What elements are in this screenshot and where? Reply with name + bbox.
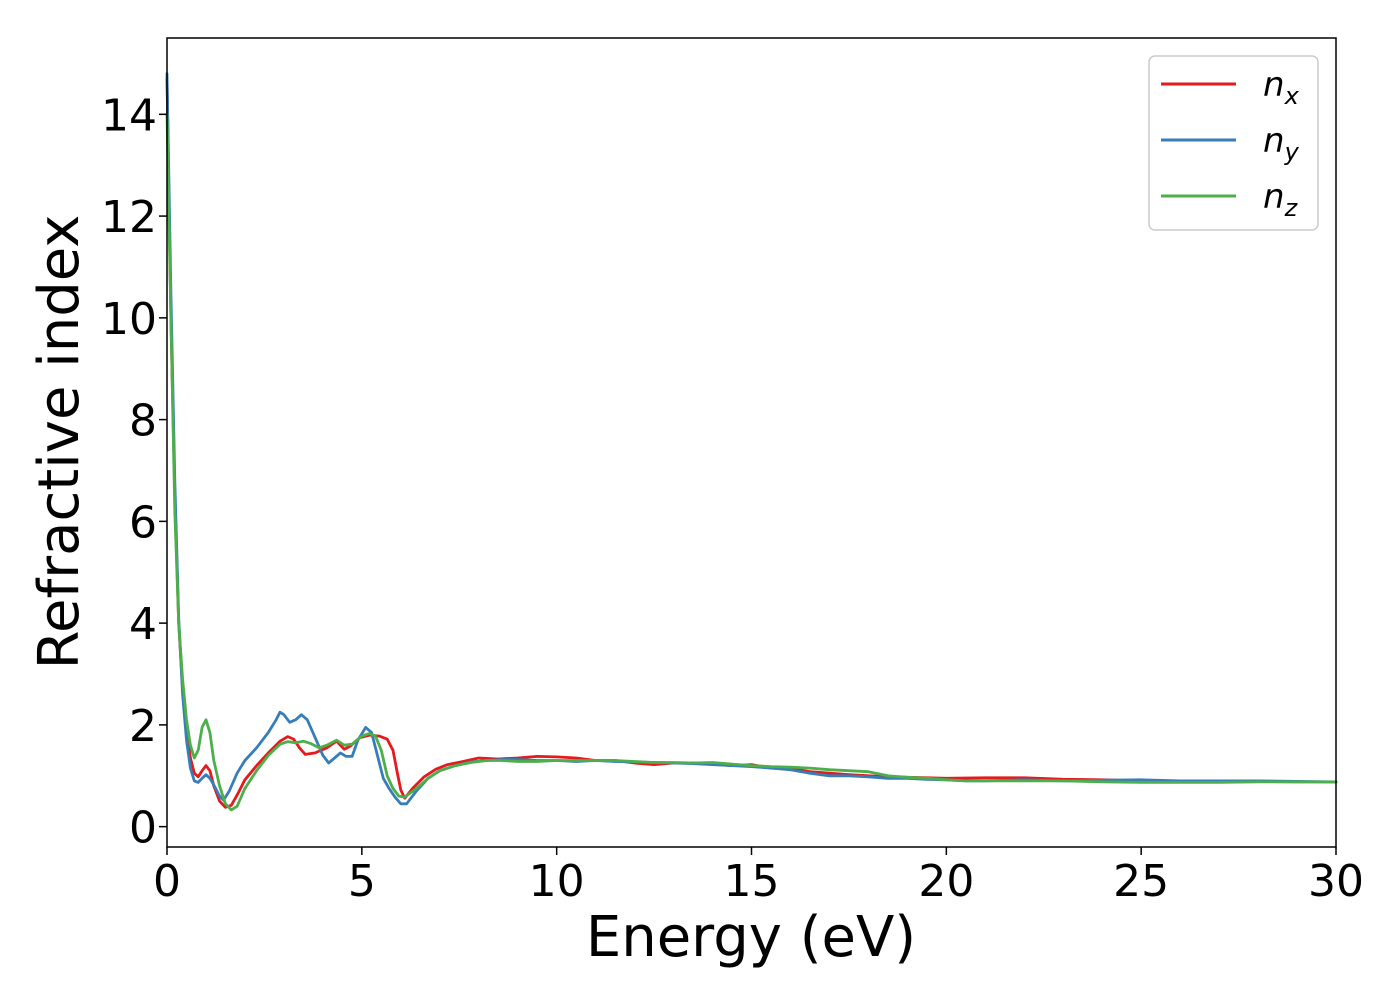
legend-label-base: n	[1263, 65, 1285, 105]
x-tick-label: 10	[529, 856, 585, 907]
legend-label-subscript: z	[1284, 194, 1299, 222]
legend-box	[1148, 55, 1319, 231]
series-layer	[165, 72, 1338, 812]
x-tick-label: 30	[1308, 856, 1364, 907]
x-tick-label: 25	[1113, 856, 1169, 907]
legend-label-x: nx	[1263, 65, 1300, 110]
y-tick-label: 14	[101, 90, 157, 141]
y-tick-label: 2	[129, 701, 157, 752]
y-tick-label: 8	[129, 396, 157, 447]
y-tick-label: 4	[129, 599, 157, 650]
legend-label-base: n	[1263, 121, 1285, 161]
legend-label-z: nz	[1263, 177, 1299, 222]
series-line-z	[165, 112, 1338, 812]
legend-label-subscript: y	[1284, 138, 1300, 166]
legend-label-base: n	[1263, 177, 1285, 217]
legend-label-subscript: x	[1284, 82, 1300, 110]
x-axis-title: Energy (eV)	[586, 905, 916, 970]
y-axis-title: Refractive index	[27, 215, 92, 670]
legend-label-y: ny	[1263, 121, 1300, 166]
x-tick-label: 20	[918, 856, 974, 907]
y-tick-label: 6	[129, 497, 157, 548]
x-tick-label: 15	[724, 856, 780, 907]
x-axis-ticks: 0 5 10 15 20 25 30	[153, 847, 1364, 907]
y-tick-label: 12	[101, 192, 157, 243]
x-tick-label: 5	[348, 856, 376, 907]
y-tick-label: 0	[129, 803, 157, 854]
y-tick-label: 10	[101, 294, 157, 345]
x-tick-label: 0	[153, 856, 181, 907]
y-axis-ticks: 0 2 4 6 8 10 12 14	[101, 90, 167, 854]
